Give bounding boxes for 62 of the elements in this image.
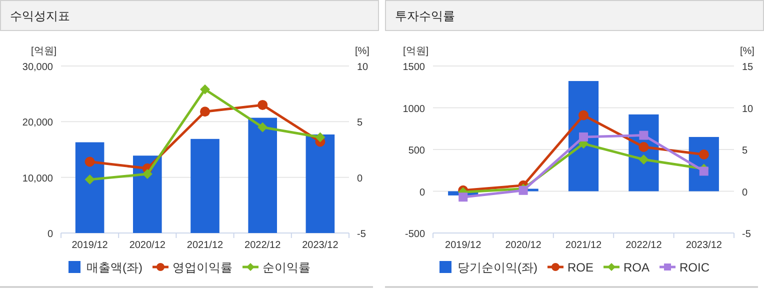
x-tick-label: 2019/12 — [72, 240, 108, 251]
legend-label: 영업이익률 — [172, 260, 232, 274]
chart-title: 수익성지표 — [10, 9, 70, 23]
point — [142, 168, 152, 179]
point — [258, 100, 268, 110]
y-tick-label: 30,000 — [22, 62, 54, 73]
legend-label: 매출액(좌) — [86, 260, 142, 274]
point — [315, 132, 326, 142]
point — [84, 174, 95, 185]
bar — [248, 118, 277, 233]
y-tick-label: 10,000 — [22, 173, 54, 184]
y-tick-label: 0 — [47, 229, 54, 240]
point — [638, 142, 649, 152]
x-tick-label: 2022/12 — [244, 240, 282, 251]
y2-tick-label: 10 — [357, 62, 369, 73]
y2-axis-title: [%] — [355, 46, 370, 57]
y2-tick-label: 10 — [742, 104, 754, 115]
point — [579, 132, 588, 142]
x-tick-label: 2020/12 — [505, 240, 542, 251]
y2-tick-label: 0 — [357, 173, 363, 184]
y2-axis-title: [%] — [740, 46, 755, 57]
legend-label: 당기순이익(좌) — [457, 260, 538, 274]
x-tick-label: 2019/12 — [445, 240, 482, 251]
chart-title: 투자수익률 — [395, 9, 455, 23]
bar — [306, 134, 335, 233]
y-tick-label: -500 — [404, 229, 426, 240]
x-tick-label: 2023/12 — [686, 240, 722, 251]
point — [200, 84, 210, 94]
y-tick-label: 1500 — [402, 62, 426, 73]
y-axis-title: [억원] — [31, 46, 57, 57]
point — [458, 192, 468, 202]
y-axis-title: [억원] — [403, 46, 429, 57]
y2-tick-label: 15 — [742, 62, 754, 73]
point — [698, 150, 709, 160]
y-tick-label: 0 — [419, 187, 426, 198]
bar — [190, 138, 220, 233]
legend-label: ROE — [567, 260, 594, 274]
y-tick-label: 1000 — [402, 104, 426, 115]
y-tick-label: 20,000 — [22, 118, 54, 129]
point — [258, 122, 268, 132]
y2-tick-label: 5 — [742, 146, 748, 156]
x-tick-label: 2023/12 — [302, 240, 339, 251]
legend-label: ROA — [624, 260, 650, 274]
point — [200, 106, 210, 117]
legend-label: 순이익률 — [262, 260, 310, 274]
point — [84, 156, 95, 167]
point — [578, 110, 588, 120]
bar — [133, 156, 162, 233]
x-tick-label: 2021/12 — [186, 240, 224, 251]
bar — [75, 142, 104, 233]
x-tick-label: 2022/12 — [626, 240, 662, 251]
point — [638, 154, 649, 165]
y-tick-label: 500 — [408, 146, 426, 156]
legend-label: ROIC — [680, 260, 710, 274]
x-tick-label: 2021/12 — [565, 240, 602, 251]
y2-tick-label: 0 — [742, 187, 748, 198]
y2-tick-label: -5 — [357, 229, 366, 240]
point — [639, 130, 648, 140]
x-tick-label: 2020/12 — [129, 240, 166, 251]
y2-tick-label: -5 — [742, 229, 752, 240]
point — [699, 166, 708, 176]
y2-tick-label: 5 — [357, 118, 363, 129]
